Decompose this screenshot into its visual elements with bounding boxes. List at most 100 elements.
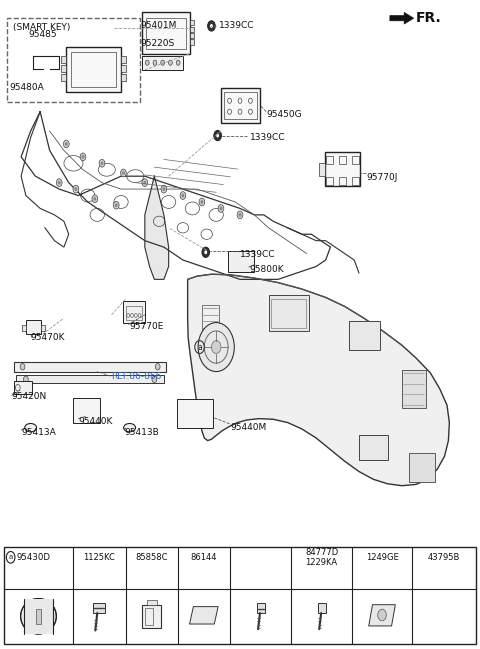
Circle shape	[120, 169, 126, 177]
Text: 1339CC: 1339CC	[240, 251, 276, 260]
Bar	[66, 47, 121, 92]
Bar	[41, 324, 45, 331]
Circle shape	[144, 180, 146, 184]
Circle shape	[80, 153, 86, 161]
Circle shape	[237, 211, 243, 219]
Bar	[352, 156, 360, 164]
Circle shape	[162, 187, 165, 191]
Polygon shape	[145, 176, 168, 279]
Bar	[324, 153, 360, 186]
Bar	[349, 321, 380, 350]
Text: 95485: 95485	[28, 30, 57, 39]
Circle shape	[56, 178, 62, 186]
Ellipse shape	[124, 424, 135, 432]
Bar	[14, 362, 166, 372]
Bar	[123, 300, 145, 323]
Bar	[121, 74, 126, 80]
Bar	[36, 609, 41, 624]
Circle shape	[63, 140, 69, 148]
Circle shape	[115, 203, 118, 207]
Circle shape	[122, 171, 125, 175]
Bar	[190, 33, 194, 38]
Bar	[143, 56, 183, 70]
Bar	[60, 56, 66, 63]
Bar	[24, 599, 53, 633]
Polygon shape	[369, 605, 396, 626]
Bar	[319, 163, 324, 175]
Circle shape	[142, 178, 148, 186]
Bar	[221, 88, 260, 123]
Ellipse shape	[21, 598, 56, 634]
Circle shape	[176, 60, 180, 66]
Bar	[202, 305, 218, 337]
Bar	[145, 608, 154, 625]
Text: 86144: 86144	[191, 553, 217, 562]
Text: (SMART KEY): (SMART KEY)	[12, 23, 70, 32]
Text: 1339CC: 1339CC	[250, 133, 285, 142]
Circle shape	[161, 60, 165, 66]
Bar	[257, 604, 265, 613]
Bar	[177, 398, 213, 428]
Bar	[126, 306, 143, 320]
Circle shape	[181, 193, 184, 197]
Circle shape	[214, 130, 221, 141]
Circle shape	[201, 200, 204, 204]
Text: 95450G: 95450G	[266, 110, 302, 119]
Circle shape	[20, 363, 25, 370]
Circle shape	[152, 376, 157, 382]
Polygon shape	[190, 607, 218, 624]
Text: 95420N: 95420N	[12, 392, 47, 401]
Text: 95220S: 95220S	[140, 40, 174, 49]
Bar	[16, 375, 164, 383]
Bar	[228, 251, 254, 272]
Circle shape	[208, 21, 215, 31]
Polygon shape	[188, 275, 449, 485]
Bar	[72, 398, 100, 422]
Bar	[190, 20, 194, 25]
Text: REF.86-866: REF.86-866	[111, 372, 162, 380]
Circle shape	[161, 185, 167, 193]
Bar	[318, 604, 326, 613]
Text: a: a	[9, 554, 13, 560]
Bar	[339, 156, 347, 164]
Text: 84777D
1229KA: 84777D 1229KA	[305, 548, 338, 567]
Text: 95770J: 95770J	[366, 173, 397, 182]
Circle shape	[73, 185, 79, 193]
Circle shape	[216, 134, 219, 138]
Text: FR.: FR.	[416, 11, 442, 25]
Text: 1339CC: 1339CC	[218, 21, 254, 31]
Bar	[190, 40, 194, 45]
Circle shape	[145, 60, 149, 66]
Bar	[409, 454, 435, 482]
Circle shape	[94, 197, 96, 201]
Text: 1125KC: 1125KC	[83, 553, 115, 562]
Text: 95440K: 95440K	[78, 417, 113, 426]
Text: 95413B: 95413B	[124, 428, 159, 437]
Circle shape	[99, 160, 105, 167]
Bar	[94, 603, 105, 613]
Text: 95430D: 95430D	[17, 553, 51, 562]
Bar	[7, 18, 140, 102]
Circle shape	[378, 609, 386, 621]
Bar	[224, 92, 257, 119]
Text: 95470K: 95470K	[31, 333, 65, 342]
Circle shape	[24, 376, 28, 382]
Bar	[190, 27, 194, 32]
Bar	[352, 177, 360, 184]
Bar	[147, 600, 157, 605]
Bar	[359, 435, 387, 460]
Circle shape	[210, 24, 213, 28]
Circle shape	[239, 213, 241, 217]
Circle shape	[168, 60, 172, 66]
Circle shape	[219, 206, 222, 210]
Text: 95440M: 95440M	[230, 423, 267, 432]
Text: 43795B: 43795B	[428, 553, 460, 562]
Circle shape	[199, 198, 205, 206]
Text: 95800K: 95800K	[250, 265, 284, 274]
Circle shape	[156, 363, 160, 370]
Text: 95401M: 95401M	[140, 21, 177, 31]
Bar	[60, 74, 66, 80]
Bar	[402, 370, 426, 408]
Bar	[271, 299, 306, 328]
Circle shape	[198, 323, 234, 372]
